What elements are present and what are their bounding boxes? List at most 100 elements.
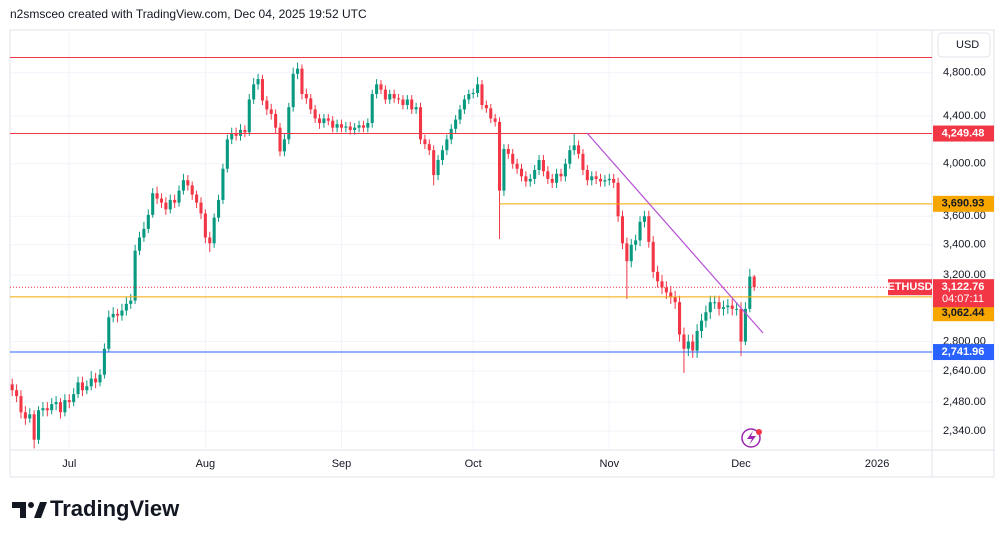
candle-body <box>361 125 365 128</box>
candle-body <box>335 124 339 128</box>
candle-body <box>616 182 620 217</box>
x-tick-label: 2026 <box>865 458 889 470</box>
candle-body <box>221 168 225 200</box>
candle-body <box>260 79 264 101</box>
candle-body <box>423 139 427 145</box>
candle-body <box>181 180 185 191</box>
candle-body <box>581 153 585 170</box>
y-tick-label: 2,640.00 <box>943 365 986 377</box>
y-tick-label: 2,480.00 <box>943 396 986 408</box>
candle-body <box>313 109 317 119</box>
candle-body <box>278 127 282 152</box>
candle-body <box>414 107 418 110</box>
candle-body <box>528 178 532 182</box>
candle-body <box>743 308 747 342</box>
candle-body <box>155 193 159 199</box>
candle-body <box>107 317 111 349</box>
candle-body <box>67 400 71 403</box>
candle-body <box>454 119 458 129</box>
candle-body <box>563 163 567 177</box>
candle-body <box>642 216 646 222</box>
candle-body <box>98 374 102 383</box>
candle-body <box>704 312 708 321</box>
symbol-box <box>888 279 932 296</box>
level-label-box <box>933 344 994 361</box>
candle-body <box>484 104 488 109</box>
candle-body <box>15 390 19 397</box>
candle-body <box>519 168 524 177</box>
candle-body <box>603 180 607 182</box>
candle-body <box>234 133 238 136</box>
x-tick-label: Sep <box>332 458 352 470</box>
candle-body <box>72 394 76 403</box>
candle-body <box>256 79 260 85</box>
candle-body <box>598 178 603 182</box>
candle-body <box>203 213 207 238</box>
candle-body <box>651 241 655 272</box>
candle-body <box>269 109 273 114</box>
level-label: 4,249.48 <box>942 127 985 139</box>
candle-body <box>168 199 172 210</box>
candle-body <box>344 126 348 128</box>
candle-body <box>669 292 673 298</box>
candle-body <box>85 386 89 391</box>
candle-body <box>379 84 383 90</box>
candle-body <box>142 228 146 238</box>
candle-body <box>353 127 357 130</box>
candle-body <box>199 202 203 214</box>
candle-body <box>243 129 247 133</box>
candle-body <box>265 100 269 110</box>
trend-line <box>586 132 764 334</box>
currency-button[interactable] <box>937 32 991 58</box>
candle-body <box>498 121 502 191</box>
y-tick-label: 3,200.00 <box>943 269 986 281</box>
candle-body <box>678 302 682 335</box>
candle-body <box>317 118 322 124</box>
candle-body <box>682 334 686 349</box>
candle-body <box>252 84 256 100</box>
candle-body <box>129 300 133 304</box>
candle-body <box>225 139 229 169</box>
candle-body <box>673 297 677 303</box>
candle-body <box>638 221 642 241</box>
candle-body <box>458 109 462 120</box>
y-tick-label: 4,000.00 <box>943 158 986 170</box>
candle-body <box>291 73 295 108</box>
candle-body <box>572 145 576 151</box>
candle-body <box>739 308 743 342</box>
candle-body <box>208 237 212 244</box>
candle-body <box>462 99 466 110</box>
candle-body <box>550 178 554 183</box>
candle-body <box>735 308 739 310</box>
level-label-box <box>933 125 994 142</box>
candle-body <box>612 178 616 183</box>
candle-body <box>397 98 401 100</box>
x-tick-label: Nov <box>600 458 620 470</box>
candle-body <box>274 113 278 128</box>
candle-body <box>537 159 541 170</box>
candle-body <box>467 94 471 100</box>
candle-body <box>186 180 190 186</box>
candle-body <box>546 171 550 179</box>
candle-body <box>752 276 756 288</box>
candle-body <box>23 412 27 419</box>
marks <box>10 56 932 449</box>
candle-body <box>383 89 387 100</box>
candle-body <box>656 271 660 282</box>
candle-body <box>629 244 633 262</box>
y-tick-label: 4,800.00 <box>943 67 986 79</box>
candle-body <box>10 384 14 391</box>
candle-body <box>177 190 181 203</box>
candle-body <box>620 216 625 244</box>
candle-body <box>418 107 423 140</box>
candle-body <box>559 173 563 177</box>
candle-body <box>664 287 668 293</box>
candle-body <box>230 133 234 140</box>
candle-body <box>480 84 484 105</box>
x-tick-label: Oct <box>465 458 482 470</box>
candle-body <box>748 276 752 309</box>
level-label: 2,741.96 <box>942 346 985 358</box>
candle-body <box>405 99 409 105</box>
lightning-icon <box>741 428 762 448</box>
